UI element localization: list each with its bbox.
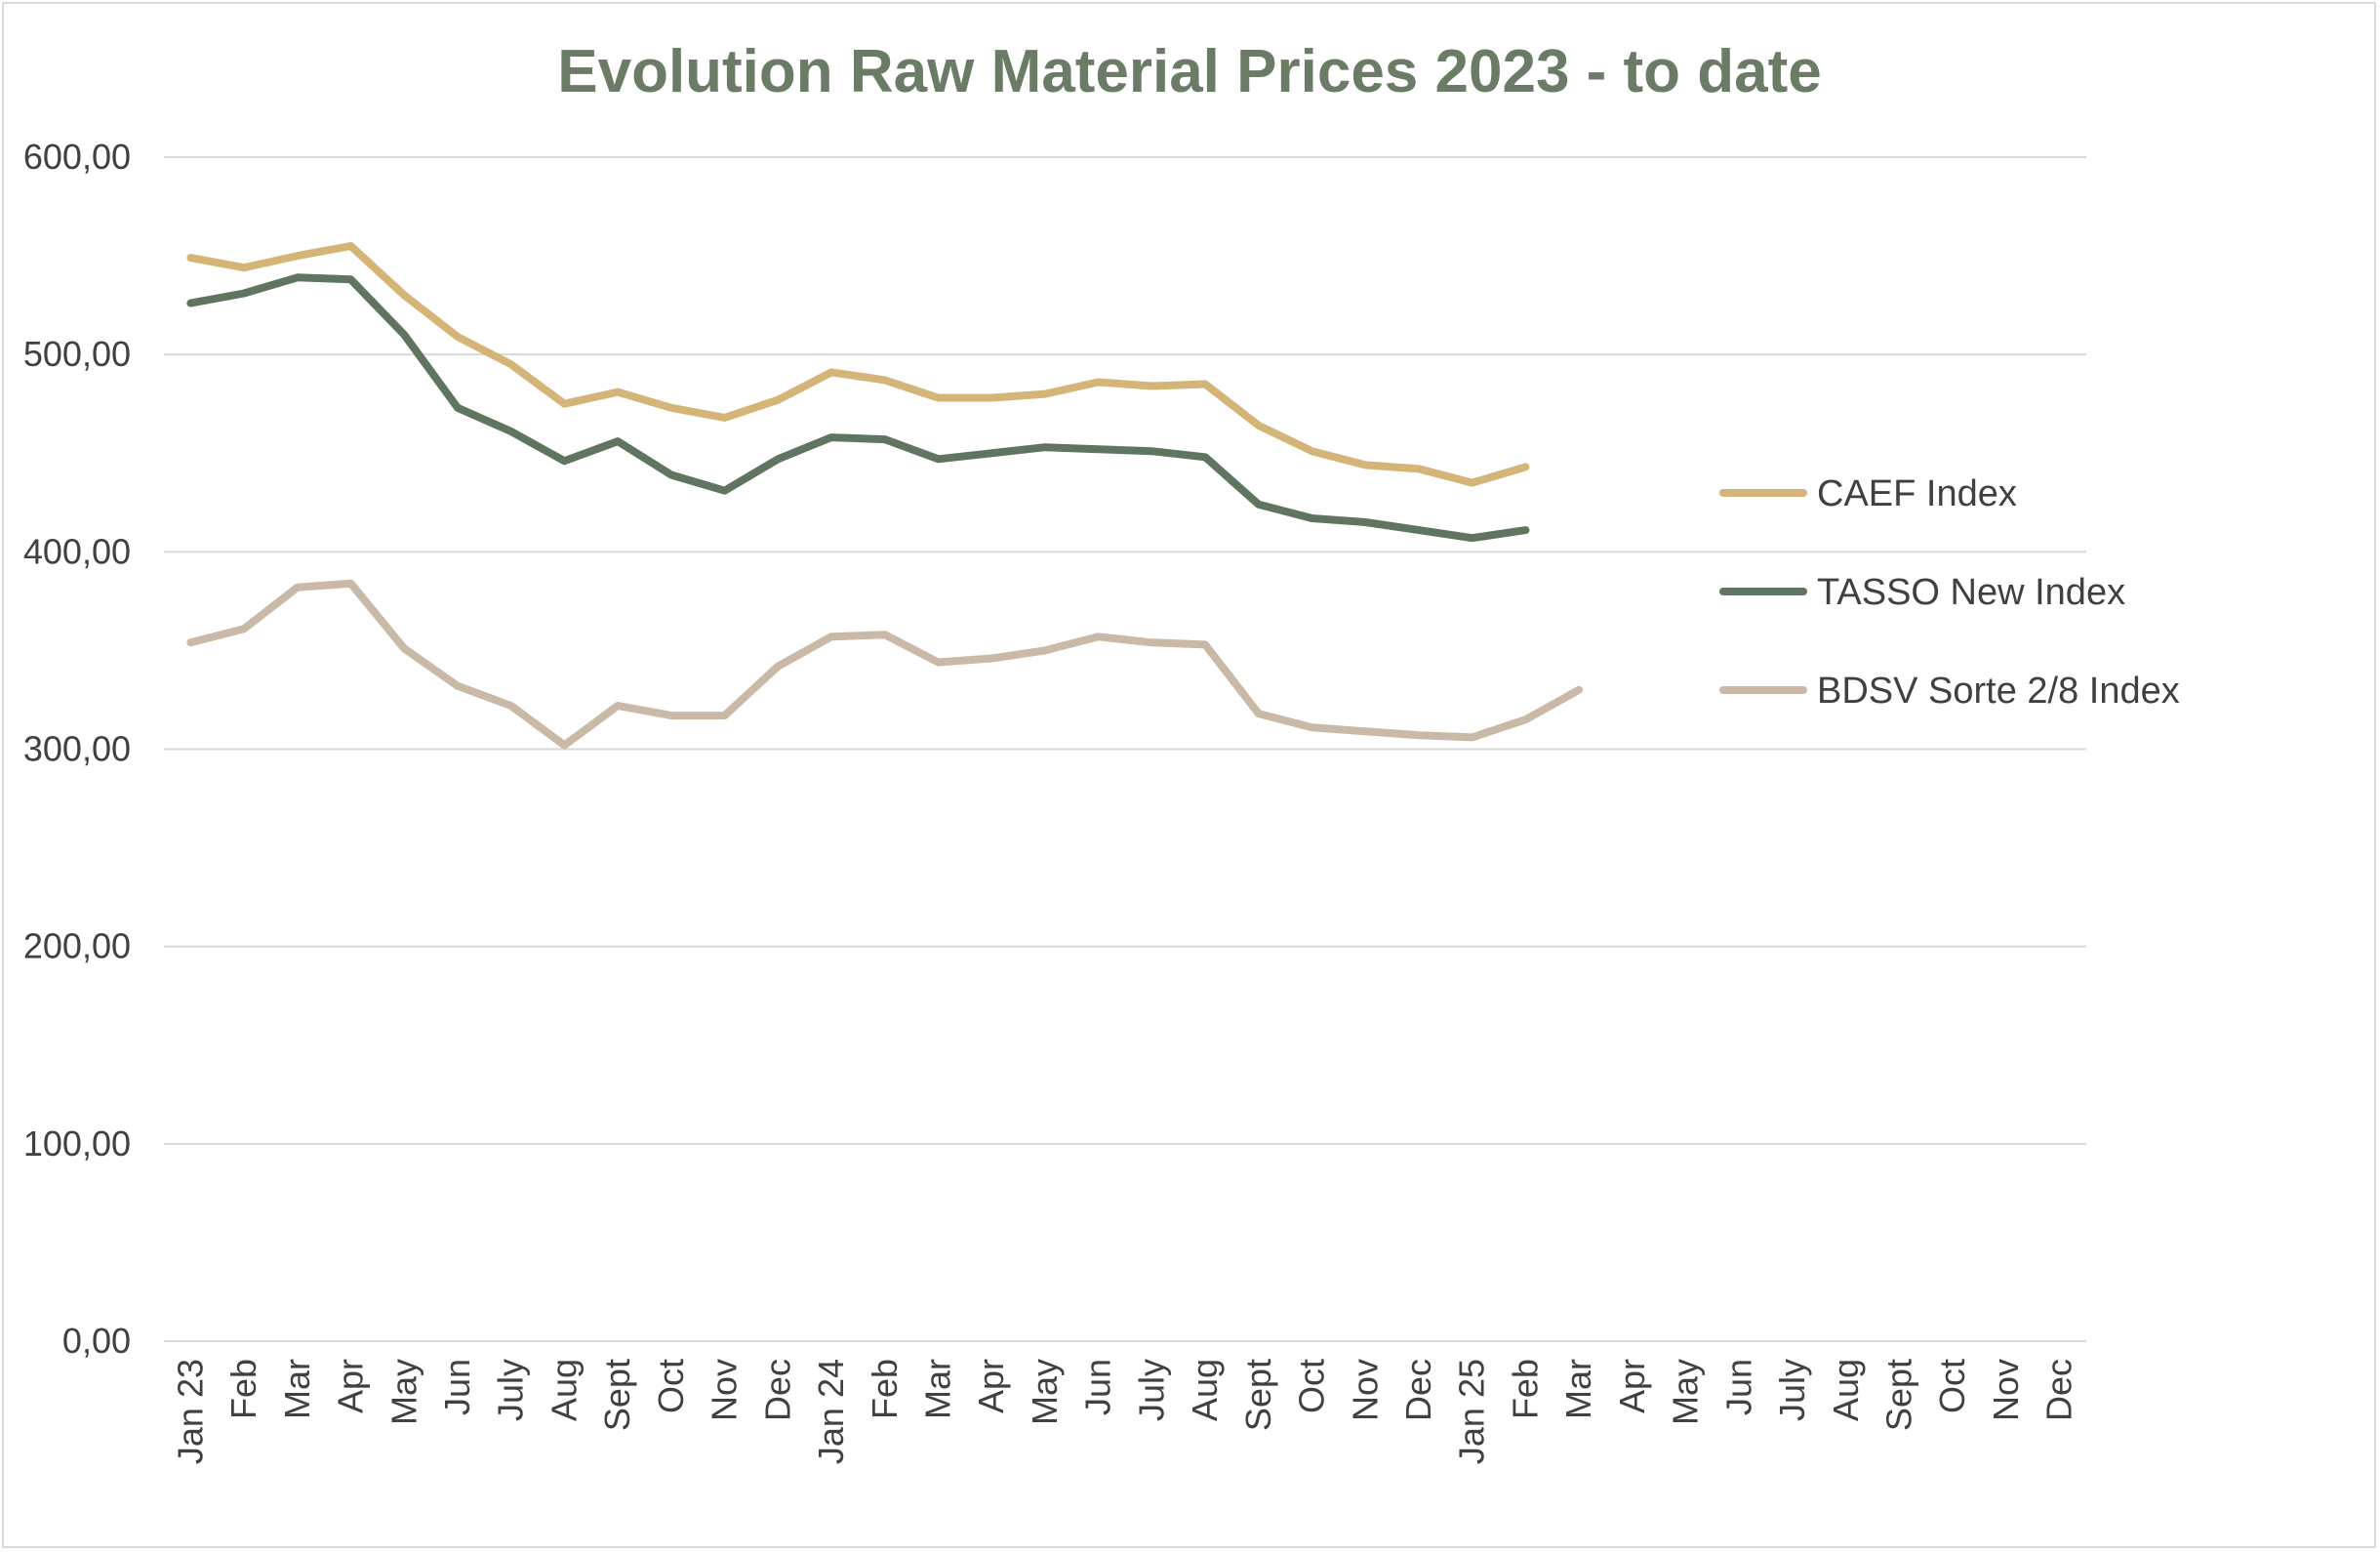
x-tick-label: Apr (331, 1359, 371, 1413)
x-axis-ticks: Jan 23 Feb Mar Apr May Jun July Aug Sept Oct Nov De… (170, 1359, 2078, 1464)
x-tick-label: Oct (1292, 1359, 1332, 1413)
legend-label: CAEF Index (1817, 473, 2017, 514)
x-tick-label: Oct (651, 1359, 691, 1413)
x-tick-label: Jun (1078, 1359, 1118, 1415)
x-tick-label: Nov (1986, 1359, 2026, 1421)
y-axis-ticks: 0,00 100,00 200,00 300,00 400,00 500,00 600,00 (23, 137, 131, 1361)
x-tick-label: July (491, 1359, 531, 1421)
x-tick-label: Apr (971, 1359, 1011, 1413)
x-tick-label: Oct (1932, 1359, 1972, 1413)
x-tick-label: Feb (223, 1359, 263, 1419)
y-tick-label: 200,00 (23, 926, 131, 966)
x-tick-label: Mar (277, 1359, 317, 1419)
x-tick-label: Mar (917, 1359, 957, 1419)
series-line-caef-index (186, 242, 1530, 487)
x-tick-label: July (1131, 1359, 1171, 1421)
chart-title: Evolution Raw Material Prices 2023 - to … (557, 38, 1822, 105)
y-tick-label: 400,00 (23, 531, 131, 571)
y-tick-label: 0,00 (62, 1321, 131, 1361)
legend-label: BDSV Sorte 2/8 Index (1817, 671, 2180, 712)
x-tick-label: Jan 25 (1452, 1359, 1492, 1464)
x-tick-label: Aug (1185, 1359, 1225, 1421)
series-lines (186, 242, 1584, 750)
series-line-tasso-new-index (186, 273, 1530, 543)
series-line-bdsv-sorte-2-8-index (186, 579, 1584, 750)
x-tick-label: July (1772, 1359, 1812, 1421)
x-tick-label: Jun (1718, 1359, 1758, 1415)
x-tick-label: Dec (757, 1359, 797, 1421)
y-tick-label: 300,00 (23, 729, 131, 769)
x-tick-label: Aug (1826, 1359, 1866, 1421)
x-tick-label: Sept (1238, 1359, 1278, 1431)
x-tick-label: Feb (865, 1359, 905, 1419)
x-tick-label: Nov (705, 1359, 745, 1421)
x-tick-label: Sept (1878, 1359, 1918, 1431)
x-tick-label: Jan 24 (811, 1359, 851, 1464)
legend: CAEF Index TASSO New Index BDSV Sorte 2/8 … (1719, 473, 2180, 712)
x-tick-label: Jun (437, 1359, 477, 1415)
x-tick-label: Nov (1345, 1359, 1385, 1421)
y-tick-label: 100,00 (23, 1123, 131, 1164)
gridlines (164, 156, 2086, 1342)
x-tick-label: May (383, 1359, 424, 1425)
x-tick-label: May (1025, 1359, 1065, 1425)
x-tick-label: May (1666, 1359, 1706, 1425)
x-tick-label: Apr (1612, 1359, 1652, 1413)
x-tick-label: Aug (544, 1359, 584, 1421)
x-tick-label: Jan 23 (170, 1359, 210, 1464)
y-tick-label: 600,00 (23, 137, 131, 177)
x-tick-label: Feb (1505, 1359, 1545, 1419)
x-tick-label: Sept (597, 1359, 637, 1431)
y-tick-label: 500,00 (23, 334, 131, 374)
legend-label: TASSO New Index (1817, 572, 2125, 613)
x-tick-label: Mar (1558, 1359, 1598, 1419)
x-tick-label: Dec (2039, 1359, 2079, 1421)
x-tick-label: Dec (1398, 1359, 1438, 1421)
